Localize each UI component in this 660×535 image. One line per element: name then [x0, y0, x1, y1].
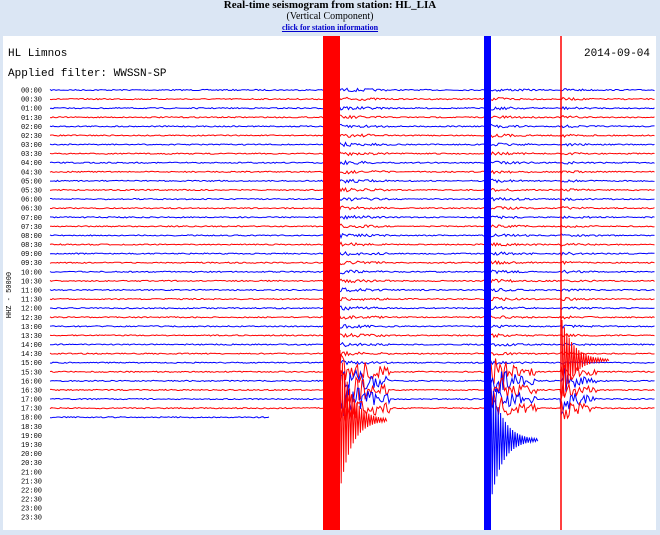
trace	[49, 305, 655, 311]
time-label: 18:30	[21, 424, 42, 432]
trace	[50, 178, 655, 184]
trace	[49, 287, 655, 293]
trace	[49, 353, 655, 396]
time-label: 17:30	[21, 406, 42, 414]
trace	[49, 86, 655, 93]
time-label: 02:30	[21, 133, 42, 141]
time-label: 11:30	[21, 297, 42, 305]
coda	[561, 319, 610, 397]
time-label: 20:00	[21, 451, 42, 459]
time-label: 18:00	[21, 415, 42, 423]
trace	[49, 222, 655, 231]
time-label: 15:30	[21, 369, 42, 377]
subtitle: (Vertical Component)	[286, 11, 374, 22]
time-label: 16:00	[21, 378, 42, 386]
trace	[50, 416, 270, 419]
time-label: 06:00	[21, 197, 42, 205]
trace	[49, 159, 655, 167]
trace	[49, 278, 655, 285]
trace	[50, 196, 655, 203]
time-label: 11:00	[21, 287, 42, 295]
trace	[49, 240, 655, 248]
trace	[49, 314, 655, 321]
trace	[49, 169, 655, 176]
time-label: 13:00	[21, 324, 42, 332]
time-label: 07:30	[21, 224, 42, 232]
time-label: 08:30	[21, 242, 42, 250]
time-label: 09:00	[21, 251, 42, 259]
trace	[49, 358, 655, 366]
time-label: 16:30	[21, 387, 42, 395]
time-label: 17:00	[21, 397, 42, 405]
channel: HHZ - 50000	[6, 272, 14, 318]
time-label: 01:30	[21, 115, 42, 123]
trace	[49, 259, 655, 267]
event-band	[323, 36, 340, 530]
trace	[49, 123, 655, 129]
time-label: 23:30	[21, 515, 42, 523]
time-label: 20:30	[21, 460, 42, 468]
trace	[49, 95, 655, 102]
time-label: 19:00	[21, 433, 42, 441]
time-label: 05:30	[21, 187, 42, 195]
event-band	[484, 36, 491, 530]
title: Real-time seismogram from station: HL_LI…	[223, 0, 437, 11]
time-label: 14:30	[21, 351, 42, 359]
trace	[49, 267, 655, 276]
coda	[339, 349, 388, 484]
trace	[49, 232, 655, 240]
time-label: 03:30	[21, 151, 42, 159]
trace	[49, 250, 655, 257]
time-label: 02:00	[21, 124, 42, 132]
coda	[490, 379, 539, 495]
time-label: 14:00	[21, 342, 42, 350]
time-label: 15:00	[21, 360, 42, 368]
time-label: 13:30	[21, 333, 42, 341]
time-label: 01:00	[21, 106, 42, 114]
trace	[49, 204, 655, 212]
trace	[49, 141, 655, 148]
trace	[49, 296, 655, 303]
station-link[interactable]: click for station information	[281, 23, 379, 32]
time-label: 05:00	[21, 178, 42, 186]
header: Real-time seismogram from station: HL_LI…	[0, 0, 660, 33]
time-label: 12:30	[21, 315, 42, 323]
time-label: 19:30	[21, 442, 42, 450]
time-label: 22:30	[21, 497, 42, 505]
trace	[49, 332, 655, 339]
station: HL Limnos	[8, 48, 67, 60]
time-label: 00:00	[21, 88, 42, 96]
time-label: 21:30	[21, 478, 42, 486]
trace	[50, 341, 655, 348]
trace	[49, 150, 655, 157]
time-label: 08:00	[21, 233, 42, 241]
time-label: 12:00	[21, 306, 42, 314]
time-label: 09:30	[21, 260, 42, 268]
time-label: 10:00	[21, 269, 42, 277]
trace	[49, 368, 655, 401]
trace	[49, 214, 655, 221]
trace	[49, 186, 655, 193]
time-label: 00:30	[21, 97, 42, 105]
time-label: 04:00	[21, 160, 42, 168]
trace	[49, 105, 655, 111]
time-label: 06:30	[21, 206, 42, 214]
trace	[49, 114, 655, 122]
filter: Applied filter: WWSSN-SP	[8, 68, 167, 80]
trace	[49, 133, 655, 138]
time-label: 23:00	[21, 506, 42, 514]
time-label: 04:30	[21, 169, 42, 177]
trace	[49, 350, 655, 357]
time-label: 07:00	[21, 215, 42, 223]
trace	[49, 322, 655, 331]
time-label: 21:00	[21, 469, 42, 477]
time-label: 22:00	[21, 487, 42, 495]
time-label: 10:30	[21, 278, 42, 286]
time-label: 03:00	[21, 142, 42, 150]
date: 2014-09-04	[584, 48, 650, 60]
